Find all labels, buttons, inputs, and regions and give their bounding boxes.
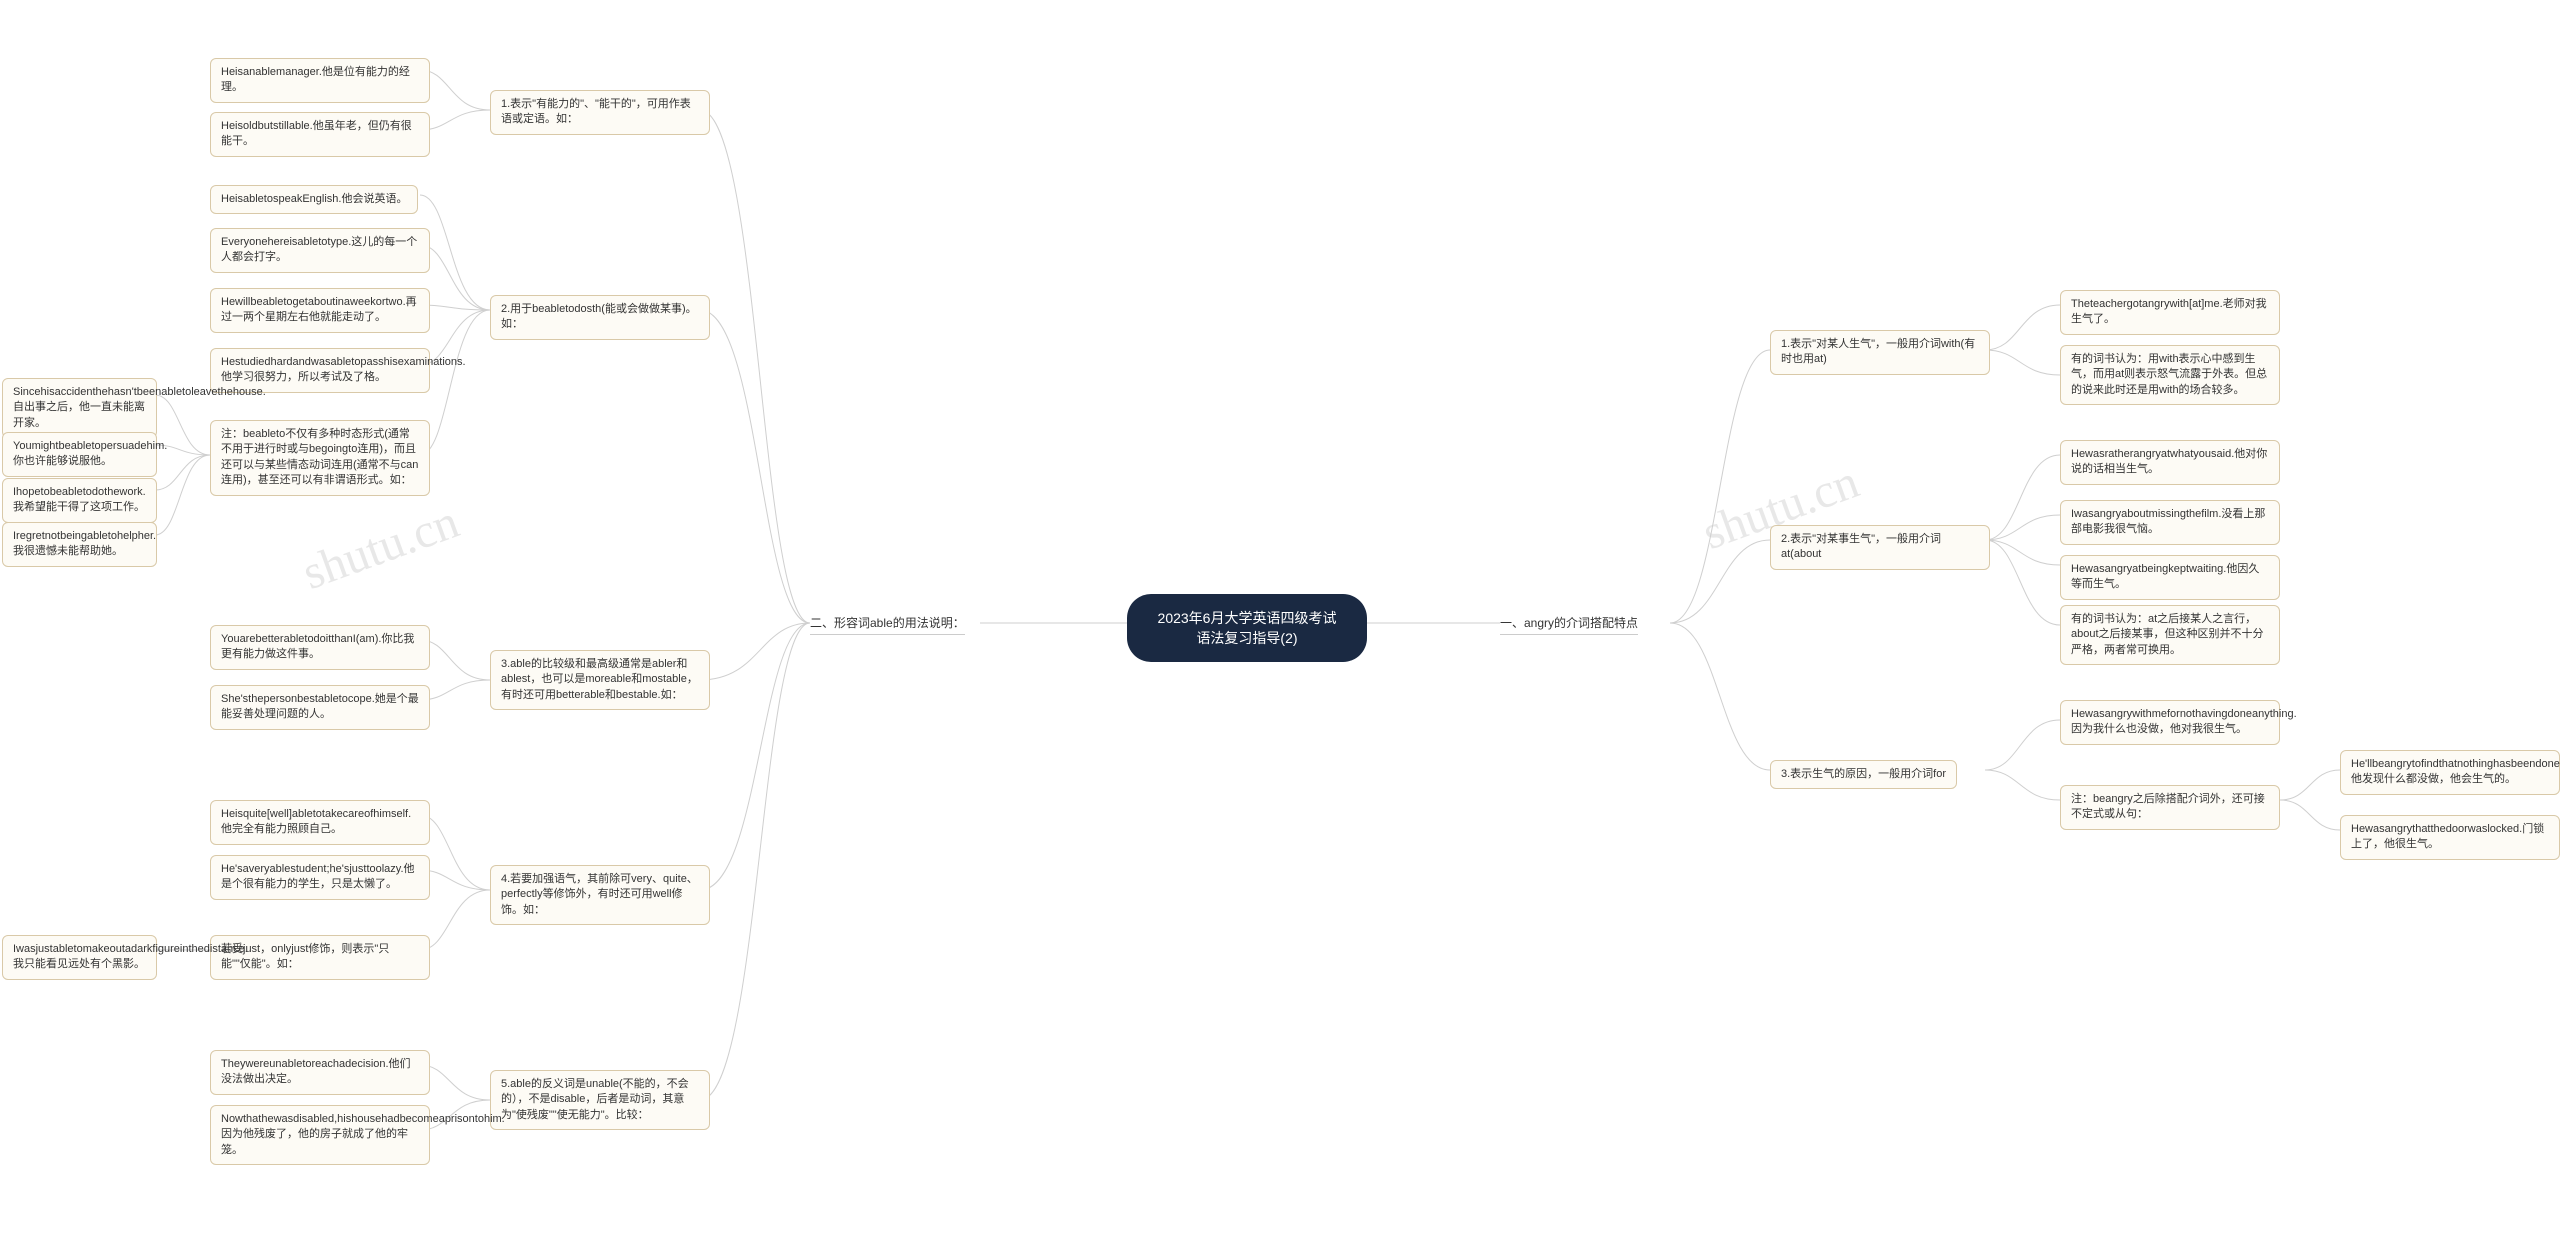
left-sub5: 5.able的反义词是unable(不能的，不会的），不是disable，后者是… bbox=[490, 1070, 710, 1130]
right-sub1: 1.表示"对某人生气"，一般用介词with(有时也用at) bbox=[1770, 330, 1990, 375]
leaf: Heisoldbutstillable.他虽年老，但仍有很能干。 bbox=[210, 112, 430, 157]
leaf: Iwasangryaboutmissingthefilm.没看上那部电影我很气恼… bbox=[2060, 500, 2280, 545]
leaf: 有的词书认为：用with表示心中感到生气，而用at则表示怒气流露于外表。但总的说… bbox=[2060, 345, 2280, 405]
leaf: Heisquite[well]abletotakecareofhimself.他… bbox=[210, 800, 430, 845]
leaf: HeisabletospeakEnglish.他会说英语。 bbox=[210, 185, 418, 214]
leaf: Youmightbeabletopersuadehim.你也许能够说服他。 bbox=[2, 432, 157, 477]
leaf: 注：beangry之后除搭配介词外，还可接不定式或从句： bbox=[2060, 785, 2280, 830]
watermark-text: shutu.cn bbox=[295, 494, 465, 601]
leaf-note: 若受just，onlyjust修饰，则表示"只能""仅能"。如： bbox=[210, 935, 430, 980]
leaf: 有的词书认为：at之后接某人之言行，about之后接某事，但这种区别并不十分严格… bbox=[2060, 605, 2280, 665]
leaf: Hewasratherangryatwhatyousaid.他对你说的话相当生气… bbox=[2060, 440, 2280, 485]
branch-angry: 一、angry的介词搭配特点 bbox=[1500, 614, 1638, 635]
leaf: He'saveryablestudent;he'sjusttoolazy.他是个… bbox=[210, 855, 430, 900]
leaf: Hewillbeabletogetaboutinaweekortwo.再过一两个… bbox=[210, 288, 430, 333]
left-sub3: 3.able的比较级和最高级通常是abler和ablest，也可以是moreab… bbox=[490, 650, 710, 710]
leaf: He'llbeangrytofindthatnothinghasbeendone… bbox=[2340, 750, 2560, 795]
leaf: Everyonehereisabletotype.这儿的每一个人都会打字。 bbox=[210, 228, 430, 273]
left-sub2: 2.用于beabletodosth(能或会做做某事)。如： bbox=[490, 295, 710, 340]
leaf: Hewasangrywithmefornothavingdoneanything… bbox=[2060, 700, 2280, 745]
leaf: YouarebetterabletodoitthanI(am).你比我更有能力做… bbox=[210, 625, 430, 670]
leaf: Hewasangryatbeingkeptwaiting.他因久等而生气。 bbox=[2060, 555, 2280, 600]
left-sub4: 4.若要加强语气，其前除可very、quite、perfectly等修饰外，有时… bbox=[490, 865, 710, 925]
leaf: Ihopetobeabletodothework.我希望能干得了这项工作。 bbox=[2, 478, 157, 523]
leaf: Theteachergotangrywith[at]me.老师对我生气了。 bbox=[2060, 290, 2280, 335]
right-sub2: 2.表示"对某事生气"，一般用介词at(about bbox=[1770, 525, 1990, 570]
right-sub3: 3.表示生气的原因，一般用介词for bbox=[1770, 760, 1957, 789]
root-node: 2023年6月大学英语四级考试语法复习指导(2) bbox=[1127, 594, 1367, 662]
leaf: Iwasjustabletomakeoutadarkfigureinthedis… bbox=[2, 935, 157, 980]
left-sub1: 1.表示"有能力的"、"能干的"，可用作表语或定语。如： bbox=[490, 90, 710, 135]
leaf: Nowthathewasdisabled,hishousehadbecomeap… bbox=[210, 1105, 430, 1165]
leaf: Iregretnotbeingabletohelpher.我很遗憾未能帮助她。 bbox=[2, 522, 157, 567]
leaf: Heisanablemanager.他是位有能力的经理。 bbox=[210, 58, 430, 103]
leaf: Hewasangrythatthedoorwaslocked.门锁上了，他很生气… bbox=[2340, 815, 2560, 860]
leaf: She'sthepersonbestabletocope.她是个最能妥善处理问题… bbox=[210, 685, 430, 730]
leaf-note: 注：beableto不仅有多种时态形式(通常不用于进行时或与begoingto连… bbox=[210, 420, 430, 496]
branch-able: 二、形容词able的用法说明： bbox=[810, 614, 965, 635]
leaf: Theywereunabletoreachadecision.他们没法做出决定。 bbox=[210, 1050, 430, 1095]
leaf: Sincehisaccidenthehasn'tbeenabletoleavet… bbox=[2, 378, 157, 438]
